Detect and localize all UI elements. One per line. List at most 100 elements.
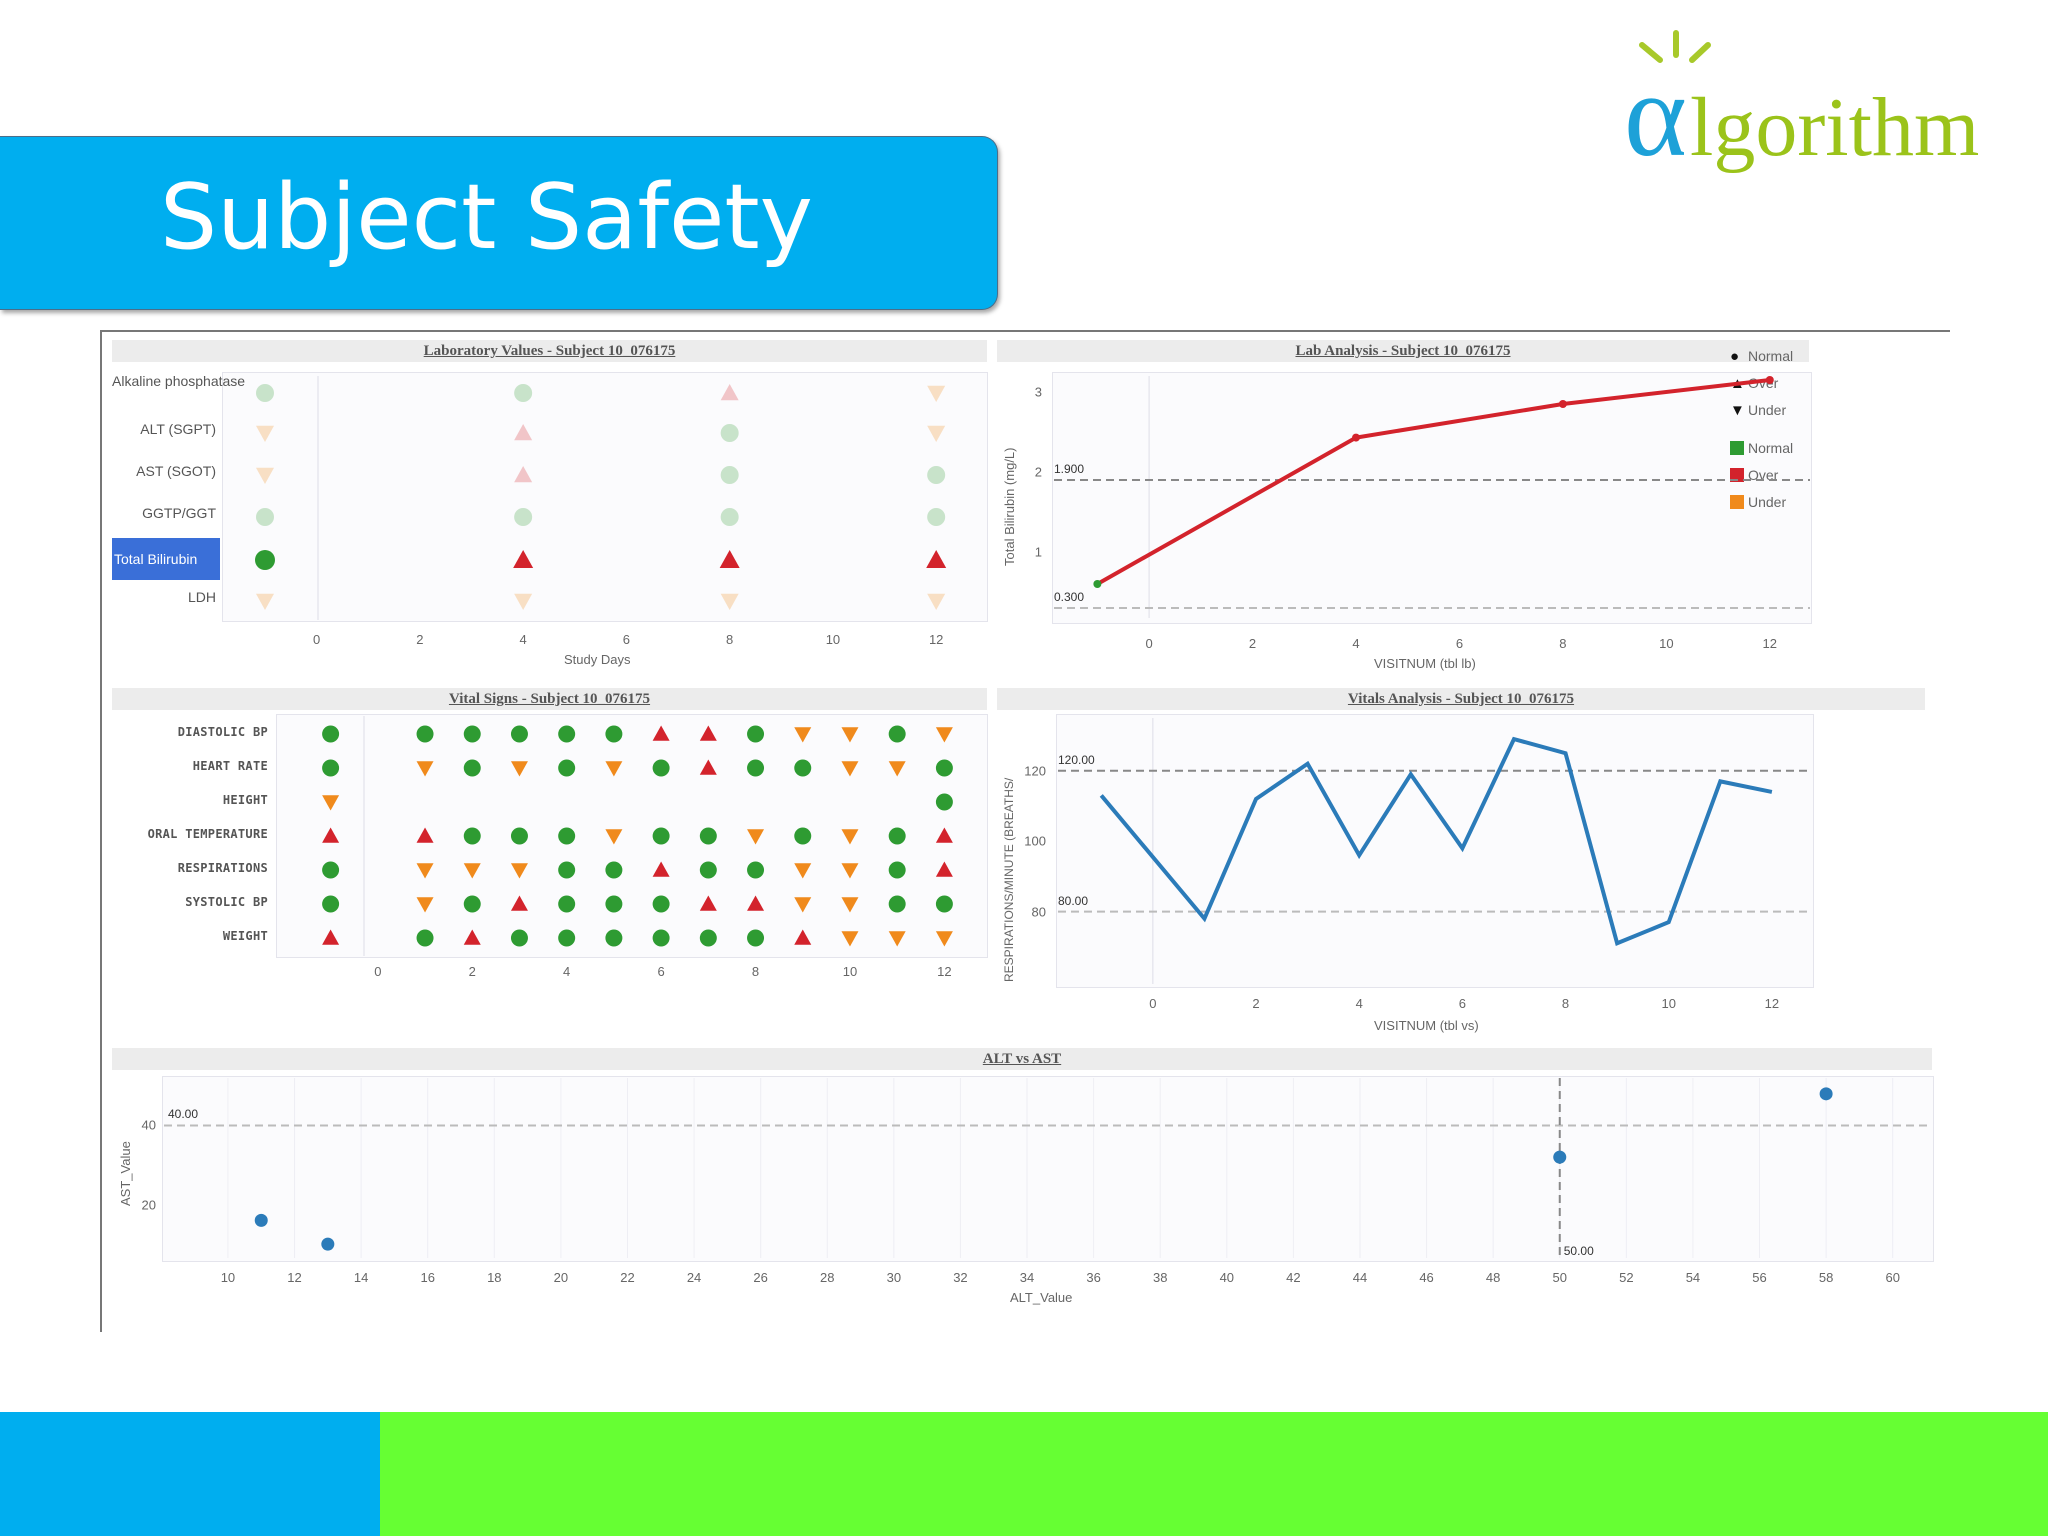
vitals-analysis-x-tick: 10 bbox=[1661, 996, 1676, 1011]
lab-row-label[interactable]: ALT (SGPT) bbox=[140, 421, 216, 437]
legend-color-under[interactable]: Under bbox=[1730, 494, 1786, 510]
vital-signs-point bbox=[747, 829, 765, 845]
vitals-analysis-x-tick: 4 bbox=[1355, 996, 1363, 1011]
lab-analysis-plot-area[interactable] bbox=[1052, 372, 1812, 624]
alt-vs-ast-x-tick: 54 bbox=[1685, 1270, 1701, 1285]
alt-vs-ast-x-tick: 56 bbox=[1752, 1270, 1767, 1285]
lab-values-plot-area[interactable] bbox=[222, 372, 988, 622]
lab-analysis-x-tick: 12 bbox=[1762, 636, 1778, 651]
vital-signs-point bbox=[747, 861, 765, 879]
lab-values-point bbox=[256, 593, 274, 610]
vital-signs-point bbox=[652, 725, 670, 741]
lab-analysis-point bbox=[1558, 400, 1567, 408]
lab-values-x-tick: 2 bbox=[416, 632, 424, 647]
lab-values-point bbox=[514, 593, 533, 610]
lab-values-point bbox=[256, 467, 274, 484]
color-swatch-icon bbox=[1730, 441, 1744, 455]
legend-shape-normal[interactable]: ● Normal bbox=[1730, 348, 1793, 365]
vital-signs-point bbox=[322, 929, 340, 945]
lab-values-point bbox=[927, 425, 946, 442]
vital-signs-x-tick: 10 bbox=[842, 964, 858, 979]
alt-vs-ast-ref-label: 40.00 bbox=[168, 1107, 199, 1122]
lab-analysis-point bbox=[1093, 580, 1102, 588]
alt-vs-ast-x-tick: 30 bbox=[886, 1270, 902, 1285]
alt-vs-ast-point bbox=[1553, 1150, 1567, 1164]
vital-signs-plot-area[interactable] bbox=[276, 714, 988, 958]
alt-vs-ast-x-tick: 50 bbox=[1552, 1270, 1567, 1285]
vital-signs-point bbox=[652, 861, 670, 877]
lab-values-point bbox=[927, 385, 946, 402]
lab-values-point bbox=[927, 508, 946, 526]
vital-signs-point bbox=[888, 931, 906, 947]
vital-signs-point bbox=[888, 895, 906, 913]
vital-signs-point bbox=[747, 725, 765, 743]
vital-signs-point bbox=[463, 827, 481, 845]
lab-analysis-x-tick: 6 bbox=[1455, 636, 1464, 651]
circle-icon: ● bbox=[1730, 348, 1740, 365]
vital-row-label[interactable]: SYSTOLIC BP bbox=[185, 895, 268, 909]
alt-vs-ast-x-tick: 44 bbox=[1352, 1270, 1368, 1285]
vitals-analysis-plot-area[interactable] bbox=[1056, 714, 1814, 988]
lab-row-label-selected[interactable]: Total Bilirubin bbox=[112, 538, 220, 580]
legend-color-normal[interactable]: Normal bbox=[1730, 440, 1793, 456]
alt-vs-ast-x-tick: 10 bbox=[220, 1270, 236, 1285]
vital-signs-point bbox=[322, 759, 340, 777]
vital-signs-point bbox=[888, 861, 906, 879]
lab-analysis-x-tick: 8 bbox=[1559, 636, 1567, 651]
vital-row-label[interactable]: HEIGHT bbox=[222, 793, 268, 807]
vital-signs-point bbox=[605, 725, 623, 743]
alt-vs-ast-x-tick: 60 bbox=[1885, 1270, 1900, 1285]
lab-values-header: Laboratory Values - Subject 10_076175 bbox=[112, 340, 987, 362]
vital-signs-point bbox=[699, 861, 717, 879]
vital-row-label[interactable]: HEART RATE bbox=[192, 759, 268, 773]
vitals-analysis-y-tick: 80 bbox=[1031, 904, 1046, 920]
legend-shape-under[interactable]: ▼ Under bbox=[1730, 402, 1786, 419]
vitals-analysis-ref-label: 120.00 bbox=[1058, 752, 1095, 767]
lab-row-label[interactable]: LDH bbox=[187, 589, 216, 605]
alt-vs-ast-x-tick: 58 bbox=[1818, 1270, 1834, 1285]
alt-vs-ast-x-tick: 38 bbox=[1152, 1270, 1168, 1285]
lab-values-point bbox=[513, 550, 534, 568]
vital-signs-point bbox=[699, 759, 717, 775]
lab-values-point bbox=[926, 550, 947, 568]
lab-values-point bbox=[720, 424, 739, 442]
vital-signs-point bbox=[841, 863, 859, 879]
alt-vs-ast-x-tick: 42 bbox=[1286, 1270, 1301, 1285]
vital-signs-point bbox=[794, 759, 812, 777]
vital-signs-x-tick: 6 bbox=[657, 964, 665, 979]
lab-values-point bbox=[514, 508, 533, 526]
lab-analysis-ref-label: 0.300 bbox=[1054, 590, 1085, 604]
lab-row-label[interactable]: AST (SGOT) bbox=[136, 463, 216, 479]
lab-values-x-axis-title: Study Days bbox=[564, 652, 631, 667]
vital-signs-point bbox=[699, 929, 717, 947]
lab-analysis-header: Lab Analysis - Subject 10_076175 bbox=[997, 340, 1809, 362]
lab-row-label[interactable]: GGTP/GGT bbox=[142, 505, 216, 521]
vital-row-label[interactable]: ORAL TEMPERATURE bbox=[147, 827, 268, 841]
lab-values-x-tick: 0 bbox=[313, 632, 321, 647]
lab-values-x-tick: 6 bbox=[622, 632, 631, 647]
alt-vs-ast-x-tick: 48 bbox=[1485, 1270, 1501, 1285]
lab-analysis-x-tick: 2 bbox=[1248, 636, 1257, 651]
lab-analysis-point bbox=[1352, 433, 1360, 442]
alt-vs-ast-plot-area[interactable] bbox=[162, 1076, 1934, 1262]
alt-vs-ast-x-tick: 14 bbox=[353, 1270, 369, 1285]
vital-signs-point bbox=[841, 829, 859, 845]
alt-vs-ast-point bbox=[1819, 1087, 1833, 1101]
vital-row-label[interactable]: WEIGHT bbox=[222, 929, 268, 943]
lab-values-point bbox=[514, 384, 533, 402]
vital-row-label[interactable]: RESPIRATIONS bbox=[177, 861, 268, 875]
vital-signs-header: Vital Signs - Subject 10_076175 bbox=[112, 688, 987, 710]
lab-values-point bbox=[256, 425, 274, 442]
vitals-analysis-x-axis-title: VISITNUM (tbl vs) bbox=[1374, 1018, 1479, 1033]
alt-vs-ast-y-tick: 40 bbox=[141, 1117, 156, 1133]
vitals-analysis-x-tick: 12 bbox=[1764, 996, 1780, 1011]
vital-signs-point bbox=[510, 761, 528, 777]
logo-text: lgorithm bbox=[1690, 81, 1979, 174]
alt-vs-ast-x-tick: 36 bbox=[1086, 1270, 1101, 1285]
alt-vs-ast-x-axis-title: ALT_Value bbox=[1010, 1290, 1073, 1305]
vital-signs-point bbox=[416, 725, 434, 743]
vital-row-label[interactable]: DIASTOLIC BP bbox=[177, 725, 268, 739]
legend-label: Under bbox=[1748, 402, 1787, 418]
footer-bar-blue bbox=[0, 1412, 380, 1536]
lab-row-label[interactable]: Alkaline phosphatase bbox=[112, 373, 246, 389]
